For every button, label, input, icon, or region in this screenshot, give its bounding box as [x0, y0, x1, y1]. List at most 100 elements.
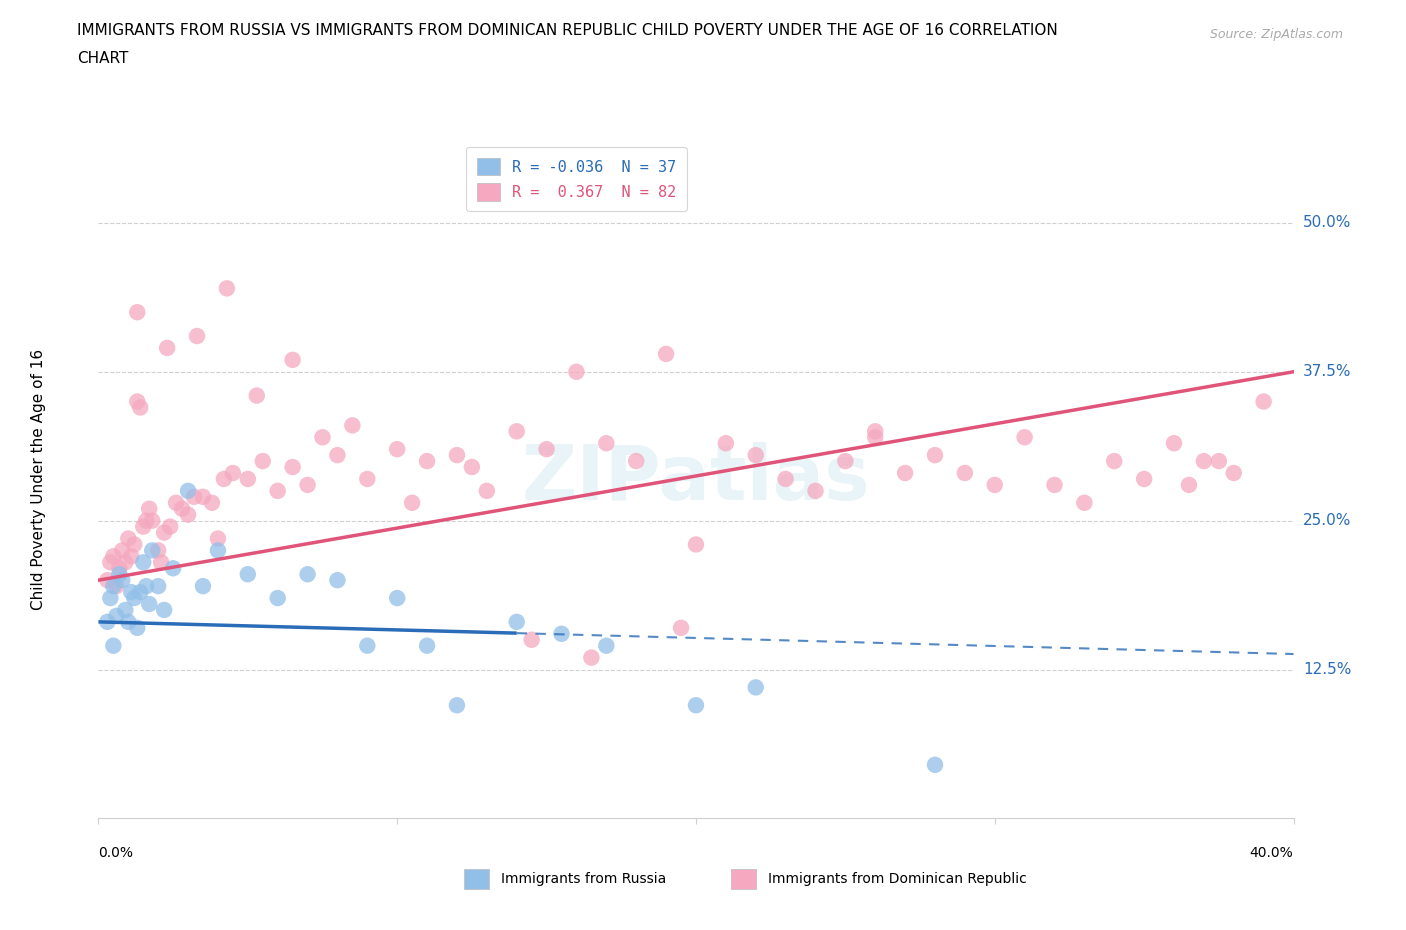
Point [1253, 394, 1275, 409]
Point [655, 347, 678, 362]
Point [416, 454, 439, 469]
Point [863, 430, 886, 445]
Point [281, 352, 304, 367]
Point [207, 531, 229, 546]
Point [191, 578, 214, 593]
Point [117, 531, 139, 546]
Point [1133, 472, 1156, 486]
Point [745, 680, 768, 695]
Point [342, 418, 364, 432]
Point [132, 555, 155, 570]
Point [165, 496, 187, 511]
Point [111, 543, 134, 558]
Point [565, 365, 588, 379]
Text: Source: ZipAtlas.com: Source: ZipAtlas.com [1209, 28, 1343, 41]
Point [446, 698, 468, 712]
Point [141, 513, 163, 528]
Point [150, 555, 173, 570]
Point [98, 591, 122, 605]
Point [127, 620, 149, 635]
Point [186, 328, 208, 343]
Point [281, 459, 304, 474]
Point [267, 484, 290, 498]
Point [148, 543, 170, 558]
Point [1014, 430, 1036, 445]
Point [356, 638, 378, 653]
Point [924, 757, 946, 772]
Point [311, 430, 333, 445]
Point [162, 561, 184, 576]
Point [385, 442, 409, 457]
Point [156, 340, 179, 355]
Point [191, 489, 214, 504]
Text: Immigrants from Dominican Republic: Immigrants from Dominican Republic [768, 871, 1026, 886]
Point [1043, 477, 1066, 492]
Point [506, 615, 529, 630]
Point [356, 472, 378, 486]
Point [114, 555, 136, 570]
Point [222, 466, 245, 481]
Point [132, 519, 155, 534]
Point [177, 484, 200, 498]
Point [212, 472, 235, 486]
Point [416, 638, 439, 653]
Text: Child Poverty Under the Age of 16: Child Poverty Under the Age of 16 [31, 349, 46, 609]
Point [745, 447, 768, 462]
Point [141, 543, 163, 558]
Point [685, 537, 707, 551]
Point [863, 424, 886, 439]
Legend: R = -0.036  N = 37, R =  0.367  N = 82: R = -0.036 N = 37, R = 0.367 N = 82 [465, 147, 688, 211]
Point [114, 603, 136, 618]
Point [624, 454, 647, 469]
Point [506, 424, 529, 439]
Point [894, 466, 917, 481]
Point [103, 578, 125, 593]
Text: IMMIGRANTS FROM RUSSIA VS IMMIGRANTS FROM DOMINICAN REPUBLIC CHILD POVERTY UNDER: IMMIGRANTS FROM RUSSIA VS IMMIGRANTS FRO… [77, 23, 1059, 38]
Point [201, 496, 224, 511]
Point [172, 501, 194, 516]
Point [1208, 454, 1230, 469]
Text: CHART: CHART [77, 51, 129, 66]
Point [252, 454, 274, 469]
Point [983, 477, 1005, 492]
Point [461, 459, 484, 474]
Point [124, 591, 146, 605]
Point [520, 632, 543, 647]
Point [103, 549, 125, 564]
Point [138, 501, 160, 516]
Point [475, 484, 498, 498]
Point [105, 608, 128, 623]
Point [108, 561, 131, 576]
Text: 50.0%: 50.0% [1303, 216, 1351, 231]
Point [536, 442, 558, 457]
Text: 40.0%: 40.0% [1250, 845, 1294, 859]
Point [669, 620, 692, 635]
Point [120, 549, 142, 564]
Point [105, 578, 128, 593]
Point [135, 578, 157, 593]
Point [1073, 496, 1095, 511]
Point [111, 573, 134, 588]
Point [924, 447, 946, 462]
Point [120, 585, 142, 600]
Point [1163, 436, 1185, 451]
Point [98, 555, 122, 570]
Point [127, 394, 149, 409]
Point [129, 585, 152, 600]
Point [129, 400, 152, 415]
Point [148, 578, 170, 593]
Point [297, 477, 319, 492]
Point [385, 591, 409, 605]
Point [1192, 454, 1215, 469]
Point [96, 615, 118, 630]
Point [177, 507, 200, 522]
Point [96, 573, 118, 588]
Text: 0.0%: 0.0% [98, 845, 134, 859]
Point [153, 603, 176, 618]
Point [236, 472, 259, 486]
Point [804, 484, 827, 498]
Point [775, 472, 797, 486]
Point [581, 650, 603, 665]
Point [714, 436, 737, 451]
Point [326, 573, 349, 588]
